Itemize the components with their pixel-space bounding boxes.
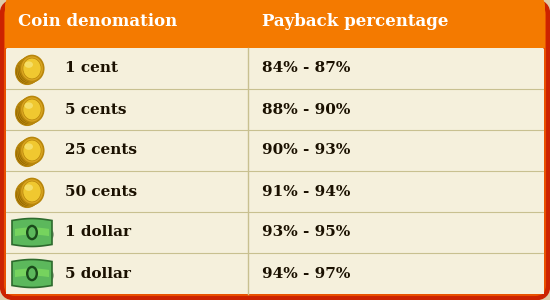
Ellipse shape (17, 181, 41, 206)
Ellipse shape (15, 58, 39, 85)
Ellipse shape (12, 265, 54, 286)
Ellipse shape (23, 140, 41, 161)
Text: 94% - 97%: 94% - 97% (262, 266, 350, 280)
Ellipse shape (12, 224, 54, 245)
Ellipse shape (15, 100, 39, 125)
Text: 93% - 95%: 93% - 95% (262, 226, 350, 239)
Ellipse shape (26, 266, 38, 281)
Bar (6, 254, 544, 293)
Ellipse shape (26, 225, 38, 240)
Polygon shape (15, 227, 49, 236)
Ellipse shape (23, 99, 41, 120)
Text: 88% - 90%: 88% - 90% (262, 103, 350, 116)
Bar (6, 212, 544, 253)
Text: Coin denomation: Coin denomation (18, 14, 177, 31)
Polygon shape (12, 260, 52, 287)
Text: 5 dollar: 5 dollar (65, 266, 131, 280)
Bar (6, 89, 544, 130)
Text: 25 cents: 25 cents (65, 143, 137, 158)
Polygon shape (12, 218, 52, 247)
Polygon shape (15, 268, 49, 277)
Text: 1 cent: 1 cent (65, 61, 118, 76)
Bar (5, 36, 545, 48)
Ellipse shape (19, 98, 42, 124)
FancyBboxPatch shape (5, 0, 545, 48)
Ellipse shape (17, 98, 41, 124)
Ellipse shape (17, 140, 41, 166)
Ellipse shape (25, 61, 33, 68)
Ellipse shape (19, 56, 42, 82)
Text: Payback percentage: Payback percentage (262, 14, 448, 31)
Bar (6, 49, 544, 88)
Ellipse shape (29, 227, 36, 238)
FancyBboxPatch shape (3, 3, 547, 297)
Ellipse shape (23, 58, 41, 79)
Ellipse shape (25, 184, 33, 191)
Ellipse shape (20, 137, 43, 164)
Text: 84% - 87%: 84% - 87% (262, 61, 350, 76)
Ellipse shape (20, 178, 43, 205)
Ellipse shape (23, 181, 41, 202)
Bar (6, 130, 544, 170)
Text: 90% - 93%: 90% - 93% (262, 143, 350, 158)
Ellipse shape (19, 139, 42, 164)
Ellipse shape (19, 179, 42, 206)
Ellipse shape (29, 268, 36, 279)
Ellipse shape (25, 143, 33, 150)
Ellipse shape (20, 97, 43, 122)
Text: 50 cents: 50 cents (65, 184, 137, 199)
Ellipse shape (25, 102, 33, 109)
Ellipse shape (15, 182, 39, 208)
Text: 5 cents: 5 cents (65, 103, 126, 116)
Text: 1 dollar: 1 dollar (65, 226, 131, 239)
Text: 91% - 94%: 91% - 94% (262, 184, 350, 199)
Ellipse shape (17, 58, 41, 83)
Ellipse shape (15, 140, 39, 166)
Ellipse shape (20, 56, 43, 82)
Bar (6, 172, 544, 212)
